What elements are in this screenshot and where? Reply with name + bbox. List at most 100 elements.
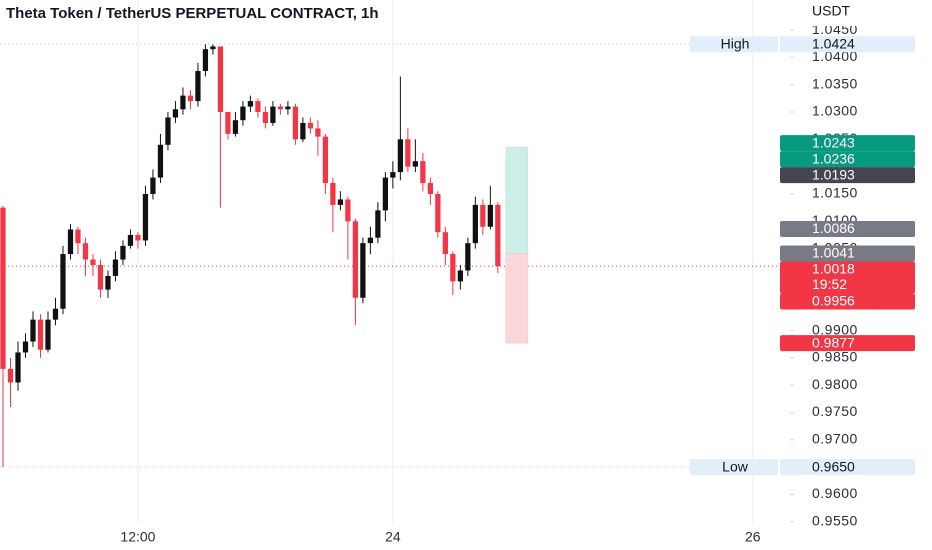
price-tag: [780, 293, 915, 310]
candle-body: [127, 234, 134, 246]
y-tick-label: 1.0150: [812, 185, 858, 201]
candle-body: [300, 122, 306, 140]
price-tag: [780, 261, 915, 294]
y-tick-label: 0.9750: [812, 403, 858, 419]
candle-body: [52, 308, 59, 320]
candle-body: [75, 229, 81, 244]
y-tick-label: 1.0350: [812, 75, 858, 91]
candle-body: [435, 193, 441, 233]
candle-body: [397, 139, 403, 173]
candle-body: [120, 245, 126, 260]
candle-body: [225, 112, 231, 134]
price-tag-name-bg: [690, 36, 778, 53]
candle-body: [330, 183, 336, 205]
price-tag-label: 1.0086: [812, 220, 855, 236]
candle-body: [465, 243, 471, 271]
candle-body: [112, 259, 119, 276]
candle-body: [442, 232, 448, 255]
candle-body: [172, 109, 179, 118]
candle-body: [480, 204, 486, 227]
candle-body: [262, 112, 269, 123]
candle-body: [0, 207, 6, 369]
price-tag-name: Low: [722, 458, 749, 474]
candle-body: [37, 319, 44, 350]
candle-body: [472, 204, 478, 244]
price-tag: [780, 167, 915, 184]
candle-body: [157, 144, 164, 178]
candle-body: [142, 193, 149, 241]
grid-layer: [0, 0, 790, 525]
candle-body: [337, 199, 344, 205]
candle-body: [375, 210, 381, 238]
price-tag: [780, 36, 915, 53]
price-tag: [780, 459, 915, 476]
price-tag-label: 1.0424: [812, 35, 855, 51]
currency-bg: [792, 0, 932, 26]
candle-body: [232, 120, 239, 134]
y-tick-label: 0.9850: [812, 349, 858, 365]
candle-body: [90, 259, 96, 265]
price-tag: [780, 245, 915, 262]
price-tag: [780, 135, 915, 152]
candle-body: [202, 49, 209, 72]
candle-body: [195, 71, 201, 102]
candle-body: [247, 101, 254, 107]
price-tag-name: High: [721, 35, 750, 51]
candle-body: [277, 106, 284, 110]
candle-body: [322, 136, 329, 184]
candle-body: [367, 237, 374, 244]
candle-body: [292, 106, 299, 140]
price-tag-label: 0.9956: [812, 293, 855, 309]
candle-body: [187, 95, 194, 102]
candle-body: [82, 243, 89, 260]
candle-body: [405, 139, 411, 167]
chart-title: Theta Token / TetherUS PERPETUAL CONTRAC…: [6, 5, 379, 22]
candle-body: [165, 117, 171, 145]
candle-body: [285, 106, 291, 110]
price-tag-label: 0.9877: [812, 334, 855, 350]
candle-body: [217, 46, 224, 113]
price-tag: [780, 220, 915, 237]
x-tick-label: 24: [385, 529, 401, 545]
candle-body: [180, 95, 186, 110]
position-profit: [505, 146, 529, 254]
y-tick-label: 0.9900: [812, 321, 858, 337]
x-tick-label: 12:00: [120, 529, 155, 545]
candle-body: [7, 368, 14, 383]
candle-body: [352, 221, 359, 298]
candle-body: [420, 161, 426, 184]
candle-body: [382, 177, 389, 211]
price-tag-label: 1.0236: [812, 150, 855, 166]
y-tick-label: 0.9700: [812, 431, 858, 447]
candle-body: [150, 177, 156, 194]
candle-body: [457, 270, 463, 282]
y-tick-label: 1.0300: [812, 103, 858, 119]
price-tag-label: 0.9650: [812, 458, 855, 474]
candle-body: [495, 204, 501, 267]
candle-body: [240, 106, 246, 121]
candle-body: [487, 204, 493, 227]
x-tick-label: 26: [745, 529, 761, 545]
candle-body: [390, 172, 396, 178]
price-tag-label: 1.0041: [812, 245, 855, 261]
candle-layer: [0, 44, 529, 468]
price-tag-label: 1.0193: [812, 166, 855, 182]
price-tag-label: 1.0243: [812, 134, 855, 150]
candle-body: [427, 183, 433, 194]
y-tick-label: 0.9550: [812, 513, 858, 529]
candle-body: [97, 265, 104, 290]
y-tick-label: 0.9600: [812, 485, 858, 501]
candle-body: [105, 275, 111, 290]
candle-body: [412, 161, 418, 167]
candle-body: [15, 352, 21, 383]
candle-body: [270, 106, 276, 123]
candle-body: [450, 254, 456, 282]
candle-body: [45, 319, 51, 350]
candle-body: [210, 46, 216, 50]
candle-body: [60, 254, 66, 309]
position-loss: [505, 253, 529, 344]
